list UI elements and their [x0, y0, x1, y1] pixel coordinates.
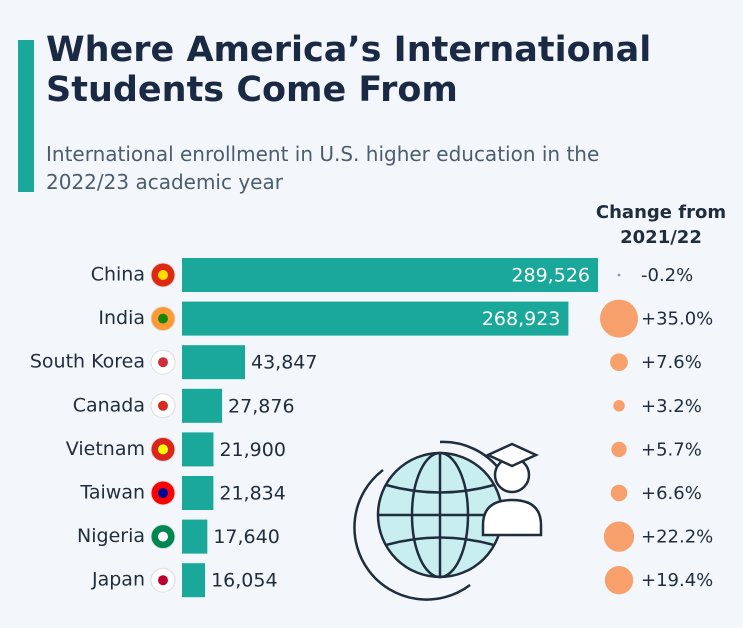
title-box: Where America’s International Students C… — [46, 30, 652, 110]
illustration — [353, 440, 543, 601]
subtitle-box: International enrollment in U.S. higher … — [46, 142, 600, 194]
globe-line — [385, 483, 495, 547]
person-body — [481, 498, 543, 537]
change-label: +7.6% — [641, 352, 702, 373]
value-label: 16,054 — [211, 570, 277, 592]
flag-detail — [158, 488, 168, 498]
value-label: 268,923 — [482, 308, 561, 330]
change-label: +19.4% — [641, 570, 713, 591]
change-bubble — [604, 566, 634, 595]
flag-detail — [158, 400, 168, 411]
change-label: +22.2% — [641, 527, 713, 548]
accent-bar — [18, 40, 34, 192]
change-bubble — [603, 521, 635, 552]
bar — [182, 432, 214, 467]
flag-detail — [158, 270, 168, 280]
bar — [182, 345, 246, 380]
bar — [182, 476, 214, 510]
change-label: +3.2% — [641, 396, 702, 417]
bar — [182, 563, 206, 598]
value-label: 27,876 — [228, 395, 294, 417]
value-label: 21,900 — [219, 439, 285, 461]
change-bubble — [600, 299, 638, 338]
bar — [182, 301, 569, 336]
change-bubble — [610, 353, 628, 372]
category-label: Taiwan — [79, 482, 145, 504]
change-label: +5.7% — [641, 439, 702, 460]
value-label: 43,847 — [251, 352, 317, 374]
cap — [484, 442, 540, 468]
change-bubble — [611, 441, 627, 458]
chart-title: Where America’s International Students C… — [46, 30, 652, 110]
bar — [182, 388, 223, 423]
flag-detail — [158, 444, 168, 455]
change-label: +6.6% — [641, 483, 702, 504]
change-label: -0.2% — [641, 265, 693, 286]
category-label: Vietnam — [66, 438, 145, 460]
value-label: 21,834 — [219, 483, 285, 505]
arrow-arc — [353, 469, 471, 601]
change-bubble — [617, 273, 621, 277]
bar — [182, 519, 208, 554]
change-title: Change from 2021/22 — [595, 202, 727, 248]
flag-detail — [158, 575, 168, 586]
category-label: Nigeria — [77, 525, 145, 547]
chart-subtitle: International enrollment in U.S. higher … — [46, 142, 600, 194]
change-bubble — [610, 484, 628, 502]
value-label: 289,526 — [511, 265, 590, 287]
flag-detail — [158, 313, 168, 324]
category-label: Canada — [73, 394, 145, 416]
value-label: 17,640 — [213, 526, 279, 548]
change-label: +35.0% — [641, 309, 713, 330]
change-bubble — [613, 400, 625, 412]
category-label: India — [98, 307, 145, 329]
category-label: South Korea — [30, 351, 145, 373]
flag-detail — [158, 357, 168, 368]
bar — [182, 258, 598, 292]
arrow-arc — [439, 440, 501, 471]
flag-detail — [158, 531, 168, 542]
category-label: Japan — [91, 569, 145, 591]
category-label: China — [91, 264, 145, 286]
